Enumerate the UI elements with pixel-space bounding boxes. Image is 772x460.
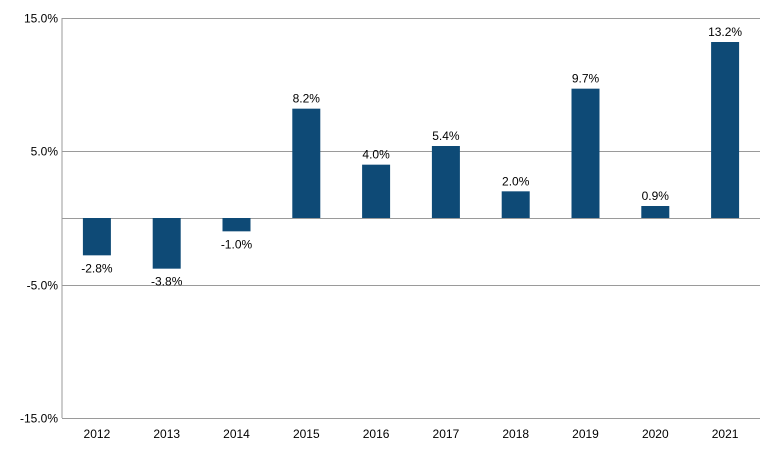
x-tick-label: 2016: [363, 427, 390, 441]
data-label: 9.7%: [572, 72, 600, 86]
x-tick-label: 2017: [433, 427, 460, 441]
bar: [362, 164, 391, 218]
data-label: -2.8%: [81, 261, 113, 275]
x-tick-label: 2015: [293, 427, 320, 441]
bar: [641, 206, 670, 218]
y-axis-tick-labels: 15.0% 5.0% -5.0% -15.0%: [20, 12, 58, 426]
y-tick-label: -15.0%: [20, 412, 58, 426]
x-axis-tick-labels: 2012 2013 2014 2015 2016 2017 2018 2019 2020 2021: [84, 427, 739, 441]
bar: [711, 42, 740, 218]
bar: [152, 218, 181, 269]
bar: [222, 218, 251, 232]
x-tick-label: 2018: [502, 427, 529, 441]
x-tick-label: 2021: [712, 427, 739, 441]
data-label: 0.9%: [642, 189, 670, 203]
y-tick-label: -5.0%: [27, 279, 59, 293]
x-tick-label: 2020: [642, 427, 669, 441]
x-tick-label: 2012: [84, 427, 111, 441]
x-tick-label: 2013: [153, 427, 180, 441]
data-labels: -2.8% -3.8% -1.0% 8.2% 4.0% 5.4% 2.0% 9.7% 0.9% 1…: [81, 25, 742, 289]
bar: [501, 191, 530, 218]
y-tick-label: 15.0%: [24, 12, 58, 26]
y-tick-label: 5.0%: [31, 145, 59, 159]
data-label: -3.8%: [151, 275, 183, 289]
x-tick-label: 2014: [223, 427, 250, 441]
bar: [82, 218, 111, 256]
data-label: 8.2%: [293, 92, 321, 106]
data-label: 5.4%: [432, 129, 460, 143]
data-label: 4.0%: [362, 148, 390, 162]
data-label: 2.0%: [502, 174, 530, 188]
x-tick-label: 2019: [572, 427, 599, 441]
data-label: 13.2%: [708, 25, 742, 39]
bar: [431, 146, 460, 218]
data-label: -1.0%: [221, 237, 253, 251]
bar: [292, 108, 321, 218]
bar: [571, 88, 600, 219]
bars: [82, 42, 740, 269]
